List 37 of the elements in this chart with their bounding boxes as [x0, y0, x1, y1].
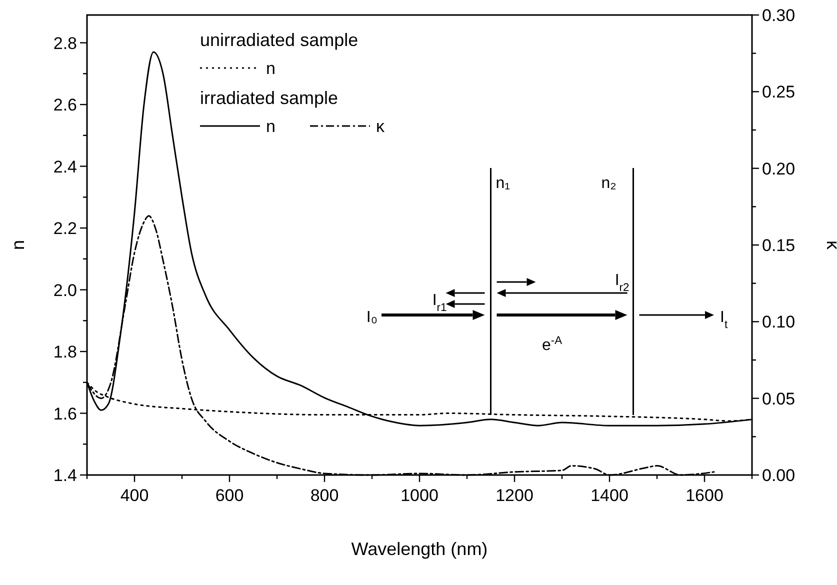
y2-tick-label: 0.00 — [762, 466, 796, 485]
x-axis-title: Wavelength (nm) — [351, 539, 488, 559]
annotation: I$_{t}$ — [720, 309, 728, 331]
y2-axis-title: κ — [823, 240, 837, 250]
x-tick-label: 1600 — [686, 486, 724, 505]
y2-tick-label: 0.25 — [762, 82, 796, 102]
y-tick-label: 2.4 — [53, 157, 77, 176]
y2-tick-label: 0.10 — [762, 312, 796, 332]
y2-tick-label: 0.15 — [762, 236, 796, 255]
y2-tick-label: 0.30 — [762, 6, 796, 25]
y2-tick-label: 0.05 — [762, 389, 796, 408]
y-tick-label: 2.2 — [53, 219, 77, 238]
x-tick-label: 1200 — [496, 486, 534, 505]
x-tick-label: 1400 — [590, 486, 628, 505]
ref-line-label: n₂ — [601, 175, 616, 192]
annotation: I$_{r1}$ — [432, 292, 447, 314]
legend-label: n — [266, 59, 276, 78]
y-tick-label: 2.6 — [53, 96, 77, 115]
ref-line-label: n₁ — [496, 175, 510, 192]
x-tick-label: 600 — [215, 486, 244, 505]
x-tick-label: 800 — [310, 486, 339, 505]
annotation: unirradiated sample — [200, 30, 358, 50]
y-axis-title: n — [8, 240, 28, 250]
y-tick-label: 1.6 — [53, 404, 77, 424]
x-tick-label: 400 — [120, 486, 149, 505]
annotation: I$_{r2}$ — [614, 272, 630, 294]
annotation: e$^{-A}$ — [542, 335, 563, 354]
annotation: irradiated sample — [200, 88, 338, 108]
y-tick-label: 1.8 — [53, 342, 77, 362]
y-tick-label: 2.8 — [53, 34, 77, 53]
legend-label: n — [266, 117, 276, 136]
y2-tick-label: 0.20 — [762, 159, 796, 178]
y-tick-label: 1.4 — [53, 466, 77, 485]
y-tick-label: 2.0 — [53, 280, 77, 300]
x-tick-label: 1000 — [400, 486, 438, 505]
annotation: I₀ — [366, 309, 378, 326]
legend-label: κ — [376, 117, 385, 136]
